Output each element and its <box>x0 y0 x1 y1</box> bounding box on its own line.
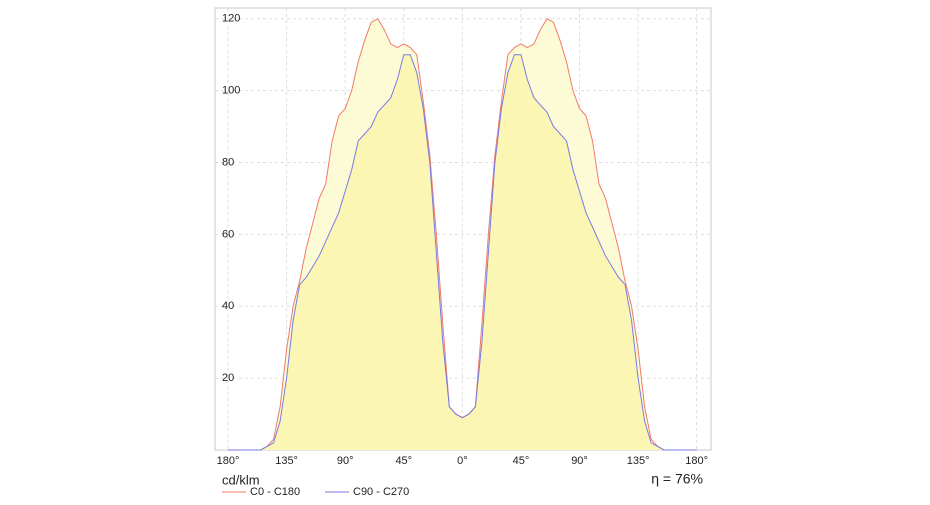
x-tick-label: 90° <box>337 455 354 467</box>
y-tick-label: 60 <box>222 228 234 240</box>
x-tick-label: 180° <box>685 455 708 467</box>
x-tick-label: 45° <box>395 455 412 467</box>
x-tick-label: 90° <box>571 455 588 467</box>
annotation: η = 76% <box>651 471 703 487</box>
area <box>228 54 697 450</box>
y-tick-label: 20 <box>222 372 234 384</box>
y-tick-label: 100 <box>222 85 240 97</box>
x-tick-label: 0° <box>457 455 468 467</box>
y-axis-label: cd/klm <box>222 472 260 487</box>
legend-label: C90 - C270 <box>353 486 409 498</box>
x-tick-label: 45° <box>513 455 530 467</box>
y-tick-label: 120 <box>222 13 240 25</box>
legend-label: C0 - C180 <box>250 486 300 498</box>
x-tick-label: 180° <box>217 455 240 467</box>
y-tick-label: 40 <box>222 300 234 312</box>
x-tick-label: 135° <box>627 455 650 467</box>
x-tick-label: 135° <box>275 455 298 467</box>
line <box>228 54 697 451</box>
y-tick-label: 80 <box>222 156 234 168</box>
